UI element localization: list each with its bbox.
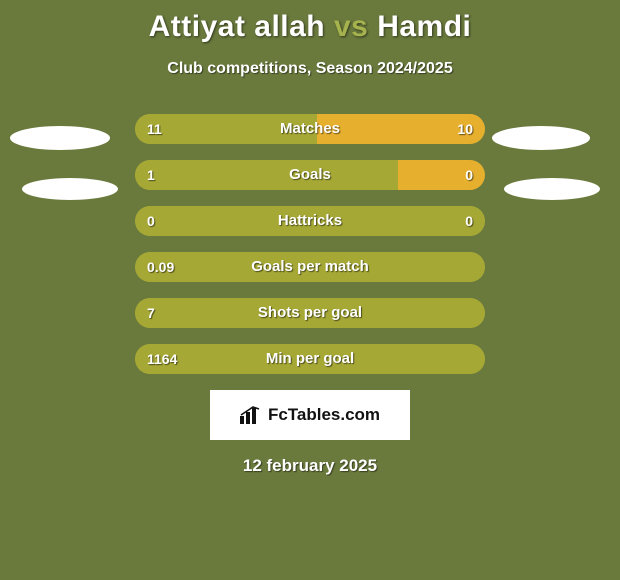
stat-row: 00Hattricks (135, 206, 485, 236)
right-avatar-icon (504, 178, 600, 200)
chart-icon (240, 406, 262, 424)
stat-row: 7Shots per goal (135, 298, 485, 328)
stat-row: 1110Matches (135, 114, 485, 144)
left-avatar-icon (10, 126, 110, 150)
stat-row: 1164Min per goal (135, 344, 485, 374)
player-a-name: Attiyat allah (149, 10, 326, 43)
stat-label: Goals per match (135, 252, 485, 282)
vs-text: vs (334, 10, 368, 43)
stat-label: Hattricks (135, 206, 485, 236)
stat-label: Matches (135, 114, 485, 144)
page-title: Attiyat allah vs Hamdi (0, 0, 620, 44)
brand-logo: FcTables.com (210, 390, 410, 440)
stats-container: 1110Matches 10Goals 00Hattricks 0.09Goals p… (0, 114, 620, 374)
stat-row: 0.09Goals per match (135, 252, 485, 282)
stat-row: 10Goals (135, 160, 485, 190)
left-avatar-icon (22, 178, 118, 200)
stat-label: Min per goal (135, 344, 485, 374)
brand-text: FcTables.com (268, 405, 380, 425)
date-text: 12 february 2025 (0, 456, 620, 476)
player-b-name: Hamdi (377, 10, 471, 43)
right-avatar-icon (492, 126, 590, 150)
stat-label: Shots per goal (135, 298, 485, 328)
subtitle: Club competitions, Season 2024/2025 (0, 60, 620, 78)
comparison-card: Attiyat allah vs Hamdi Club competitions… (0, 0, 620, 580)
stat-label: Goals (135, 160, 485, 190)
